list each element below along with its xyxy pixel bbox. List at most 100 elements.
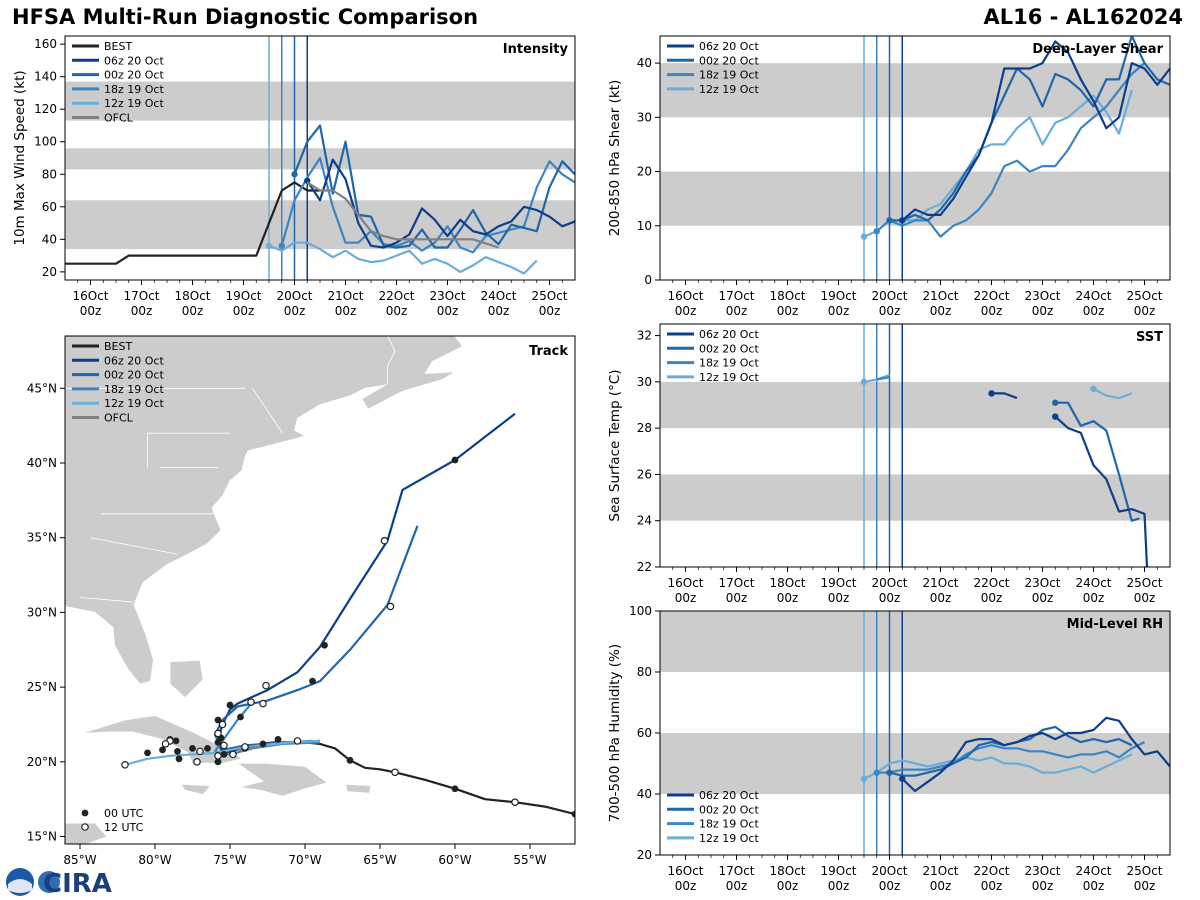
x-tick-label: 19Oct [820,289,856,303]
x-tick-label: 00z [80,304,102,318]
threshold-band [660,611,1170,672]
legend-entry: OFCL [104,412,134,425]
series-line [293,124,575,249]
threshold-band [65,200,575,250]
jamaica-land [179,783,212,796]
legend-entry: 18z 19 Oct [104,83,164,96]
x-tick-label: 00z [879,879,901,893]
x-tick-label: 24Oct [480,289,516,303]
plot-area [660,611,1170,855]
legend-entry: 00z 20 Oct [699,803,759,816]
init-point [1052,399,1059,406]
track-point-12utc [247,698,255,706]
track-point-12utc [262,681,270,690]
panel-title: Deep-Layer Shear [1032,42,1163,57]
y-axis-label: 200-850 hPa Shear (kt) [607,80,623,237]
x-tick-label: 20Oct [871,864,907,878]
y-tick-label: 40°N [27,456,57,470]
x-tick-label: 00z [539,304,561,318]
track-point-12utc [511,798,519,806]
x-tick-label: 00z [726,304,748,318]
legend-entry: BEST [104,40,132,53]
track-point-00utc [274,736,282,743]
y-tick-label: 100 [629,604,652,618]
panel-shear: 16Oct00z17Oct00z18Oct00z19Oct00z20Oct00z… [607,35,1171,318]
legend-entry: 12z 19 Oct [699,832,759,845]
x-tick-label: 00z [981,591,1003,605]
init-point [860,775,868,782]
x-tick-label: 16Oct [667,576,703,590]
legend-entry: 12z 19 Oct [699,371,759,384]
y-tick-label: 20°N [27,755,57,769]
y-axis-label: Sea Surface Temp (°C) [607,369,623,521]
y-tick-label: 80 [42,167,57,181]
cira-logo-text: CIRA [43,869,112,898]
x-tick-label: 00z [777,591,799,605]
x-tick-label: 00z [233,304,255,318]
y-tick-label: 60 [637,726,652,740]
x-tick-label: 00z [1032,591,1054,605]
y-tick-label: 40 [42,232,57,246]
legend-entry: 06z 20 Oct [699,328,759,341]
series-line [876,62,1146,238]
legend-entry: OFCL [104,112,134,125]
track-point-00utc [451,456,459,464]
series-line [863,753,1133,780]
hispaniola-land [236,762,329,797]
series-line [65,181,320,265]
panel-title: SST [1136,330,1163,345]
series-line [876,376,890,381]
x-tick-label: 00z [335,304,357,318]
track-point-12utc [241,743,249,751]
x-tick-label: 19Oct [225,289,261,303]
x-tick-label: 00z [386,304,408,318]
y-tick-label: 40 [637,56,652,70]
y-tick-label: 120 [34,102,57,116]
x-tick-label: 24Oct [1075,289,1111,303]
y-tick-label: 60 [42,200,57,214]
x-tick-label: 00z [981,879,1003,893]
legend-entry: 00z 20 Oct [699,342,759,355]
x-tick-label: 21Oct [327,289,363,303]
x-tick-label: 24Oct [1075,576,1111,590]
x-tick-label: 85°W [63,853,96,867]
x-tick-label: 23Oct [1024,289,1060,303]
y-tick-label: 160 [34,37,57,51]
x-tick-label: 20Oct [871,289,907,303]
legend-entry: 18z 19 Oct [699,357,759,370]
y-tick-label: 10 [637,219,652,233]
legend-entry: 18z 19 Oct [104,383,164,396]
init-point [899,775,906,782]
x-tick-label: 00z [879,591,901,605]
y-tick-label: 0 [644,273,652,287]
track-point-00utc [159,746,166,754]
plot-area [65,36,575,280]
legend-entry: 06z 20 Oct [104,54,164,67]
init-point [886,217,893,224]
x-tick-label: 25Oct [1126,289,1162,303]
x-tick-label: 00z [1083,591,1105,605]
track-point-12utc [220,741,228,750]
track-point-00utc [309,677,316,685]
legend-entry: BEST [104,340,132,353]
x-tick-label: 19Oct [820,576,856,590]
x-tick-label: 23Oct [429,289,465,303]
init-point [860,233,868,240]
legend-entry: 00z 20 Oct [104,69,164,82]
legend-marker-12utc [81,823,89,831]
x-tick-label: 60°W [438,853,471,867]
axes-frame [64,335,576,845]
legend-entry: 06z 20 Oct [104,354,164,367]
x-tick-label: 00z [675,591,697,605]
track-point-00utc [571,810,575,818]
x-tick-label: 00z [437,304,459,318]
series-line [1092,387,1133,400]
y-tick-label: 30 [637,375,652,389]
track-point-12utc [121,761,129,769]
x-tick-label: 21Oct [922,289,958,303]
track-point-00utc [204,744,211,752]
y-tick-label: 32 [637,329,652,343]
series-line [889,36,1170,222]
x-tick-label: 00z [930,304,952,318]
